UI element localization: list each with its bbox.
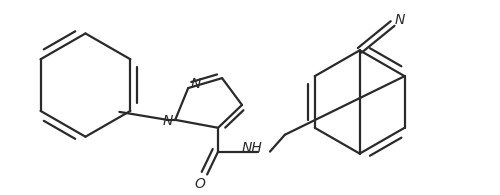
- Text: O: O: [194, 177, 205, 191]
- Text: N: N: [163, 114, 173, 128]
- Text: N: N: [394, 12, 405, 27]
- Text: NH: NH: [242, 141, 262, 155]
- Text: N: N: [191, 77, 202, 91]
